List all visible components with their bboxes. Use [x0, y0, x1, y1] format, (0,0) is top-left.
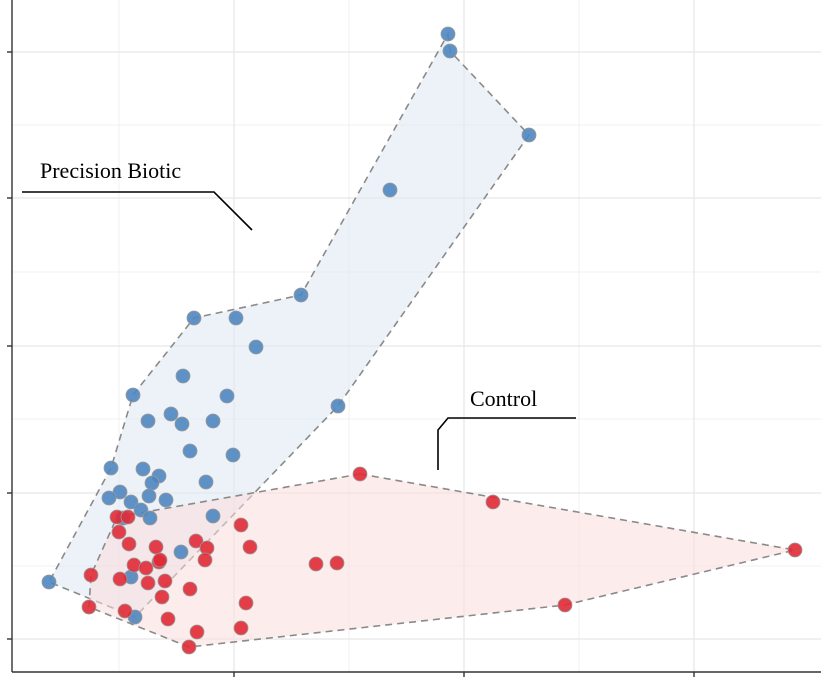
point-control-22 — [140, 575, 156, 591]
point-control-15 — [148, 539, 164, 555]
point-control-30 — [233, 620, 249, 636]
point-control-19 — [152, 552, 168, 568]
point-precision-11 — [205, 413, 221, 429]
point-precision-25 — [144, 475, 160, 491]
point-precision-4 — [293, 287, 309, 303]
point-control-24 — [182, 581, 198, 597]
point-control-6 — [308, 556, 324, 572]
point-precision-19 — [182, 443, 198, 459]
point-control-21 — [112, 571, 128, 587]
point-control-5 — [242, 539, 258, 555]
point-control-26 — [238, 595, 254, 611]
hull-precision-biotic — [47, 31, 531, 618]
annotation-control: Control — [437, 386, 576, 470]
point-control-13 — [111, 524, 127, 540]
point-precision-30 — [205, 508, 221, 524]
point-precision-15 — [125, 387, 141, 403]
point-precision-31 — [173, 544, 189, 560]
point-precision-17 — [135, 461, 151, 477]
point-precision-6 — [248, 339, 264, 355]
point-control-14 — [121, 536, 137, 552]
point-precision-1 — [442, 43, 458, 59]
point-control-8 — [188, 533, 204, 549]
point-control-29 — [160, 611, 176, 627]
annotation-label-control: Control — [470, 386, 537, 411]
data-points — [41, 26, 803, 655]
point-control-25 — [154, 589, 170, 605]
point-control-10 — [197, 552, 213, 568]
annotation-leader-precision — [22, 191, 253, 231]
point-precision-16 — [103, 460, 119, 476]
point-precision-32 — [41, 574, 57, 590]
point-precision-2 — [521, 127, 537, 143]
point-precision-27 — [158, 492, 174, 508]
point-precision-21 — [225, 447, 241, 463]
point-control-2 — [787, 542, 803, 558]
point-precision-5 — [330, 398, 346, 414]
hull-control — [88, 473, 796, 648]
annotation-leader-control — [437, 417, 576, 470]
point-precision-12 — [174, 416, 190, 432]
point-control-32 — [181, 639, 197, 655]
point-control-4 — [233, 517, 249, 533]
point-precision-8 — [186, 310, 202, 326]
point-control-27 — [117, 603, 133, 619]
point-control-7 — [329, 555, 345, 571]
point-control-28 — [81, 599, 97, 615]
point-precision-10 — [219, 388, 235, 404]
point-precision-0 — [440, 26, 456, 42]
annotation-precision-biotic: Precision Biotic — [22, 158, 253, 231]
point-precision-26 — [141, 488, 157, 504]
point-precision-9 — [175, 368, 191, 384]
group-hulls — [47, 31, 796, 648]
point-control-3 — [557, 597, 573, 613]
point-precision-29 — [142, 510, 158, 526]
point-control-17 — [138, 560, 154, 576]
point-control-1 — [485, 494, 501, 510]
point-precision-7 — [228, 310, 244, 326]
point-control-20 — [83, 567, 99, 583]
point-control-23 — [157, 573, 173, 589]
point-precision-13 — [163, 406, 179, 422]
point-control-12 — [120, 509, 136, 525]
point-precision-23 — [101, 490, 117, 506]
point-precision-20 — [198, 474, 214, 490]
annotation-label-precision: Precision Biotic — [40, 158, 181, 183]
point-control-31 — [189, 624, 205, 640]
point-precision-24 — [123, 494, 139, 510]
point-precision-3 — [382, 182, 398, 198]
point-control-0 — [352, 466, 368, 482]
plot-frame — [7, 0, 821, 677]
point-precision-14 — [140, 413, 156, 429]
